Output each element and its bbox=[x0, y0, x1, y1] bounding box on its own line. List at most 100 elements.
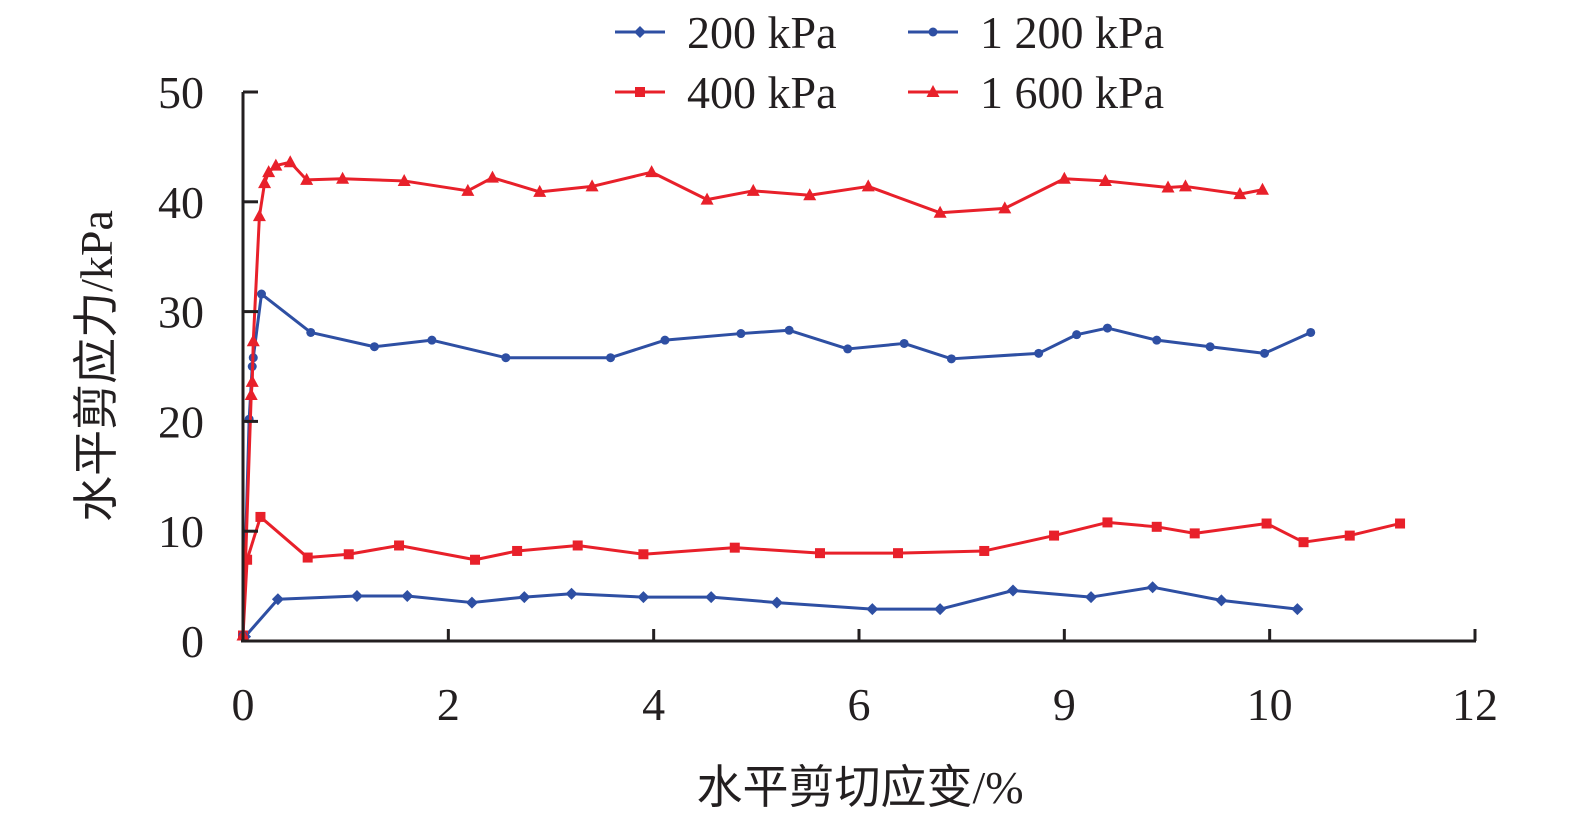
y-tick-label: 50 bbox=[158, 67, 204, 118]
x-tick-label: 2 bbox=[437, 679, 460, 730]
data-point-circle bbox=[606, 353, 616, 363]
data-point-diamond bbox=[350, 589, 363, 602]
data-point-triangle bbox=[461, 183, 475, 196]
data-point-diamond bbox=[1085, 591, 1098, 604]
data-point-square bbox=[1102, 517, 1113, 528]
legend-marker-triangle bbox=[926, 85, 940, 97]
legend-marker-square bbox=[635, 87, 645, 97]
data-point-circle bbox=[946, 354, 956, 364]
data-point-circle bbox=[256, 289, 266, 299]
data-point-circle bbox=[843, 344, 853, 354]
data-point-square bbox=[1189, 528, 1200, 539]
data-point-circle bbox=[1152, 335, 1162, 345]
data-point-square bbox=[729, 542, 740, 553]
series-200kpa bbox=[239, 581, 1304, 643]
data-point-triangle bbox=[245, 374, 259, 387]
data-point-triangle bbox=[998, 201, 1012, 214]
data-point-square bbox=[1344, 530, 1355, 541]
series-layer bbox=[236, 155, 1406, 643]
data-point-circle bbox=[736, 329, 746, 339]
x-tick-label: 0 bbox=[232, 679, 255, 730]
data-point-triangle bbox=[533, 184, 547, 197]
legend-label: 1 600 kPa bbox=[980, 67, 1164, 118]
data-point-diamond bbox=[465, 596, 478, 609]
data-point-diamond bbox=[271, 593, 284, 606]
legend-item: 1 200 kPa bbox=[908, 7, 1164, 58]
data-point-triangle bbox=[397, 173, 411, 186]
data-point-triangle bbox=[1057, 171, 1071, 184]
x-tick-label: 9 bbox=[1053, 679, 1076, 730]
series-line bbox=[241, 515, 1401, 636]
data-point-circle bbox=[660, 335, 670, 345]
data-point-triangle bbox=[244, 388, 258, 401]
legend-label: 200 kPa bbox=[687, 7, 837, 58]
data-point-diamond bbox=[1291, 603, 1304, 616]
legend-label: 1 200 kPa bbox=[980, 7, 1164, 58]
data-point-circle bbox=[1072, 330, 1082, 340]
data-point-square bbox=[242, 554, 253, 565]
data-point-circle bbox=[1260, 348, 1270, 358]
series-1600kpa bbox=[236, 155, 1269, 641]
data-point-circle bbox=[427, 335, 437, 345]
data-point-triangle bbox=[746, 183, 760, 196]
x-tick-label: 10 bbox=[1247, 679, 1293, 730]
data-point-square bbox=[343, 549, 354, 560]
data-point-triangle bbox=[252, 209, 266, 222]
data-point-triangle bbox=[262, 165, 276, 178]
data-point-triangle bbox=[1161, 180, 1175, 193]
data-point-triangle bbox=[645, 165, 659, 178]
legend-marker-diamond bbox=[634, 26, 646, 38]
data-point-triangle bbox=[246, 334, 260, 347]
ticks: 0 2 4 6 9 10 12 0 10 20 30 40 50 bbox=[158, 67, 1498, 730]
series-400kpa bbox=[238, 511, 1406, 641]
legend: 200 kPa 400 kPa 1 200 kPa 1 600 kPa bbox=[615, 7, 1164, 118]
data-point-triangle bbox=[1178, 179, 1192, 192]
data-point-square bbox=[893, 548, 904, 559]
data-point-triangle bbox=[283, 155, 297, 168]
series-line bbox=[241, 160, 1263, 636]
data-point-circle bbox=[784, 325, 794, 335]
data-point-square bbox=[814, 548, 825, 559]
legend-label: 400 kPa bbox=[687, 67, 837, 118]
data-point-circle bbox=[1102, 323, 1112, 333]
data-point-triangle bbox=[1098, 173, 1112, 186]
data-point-triangle bbox=[803, 188, 817, 201]
data-point-square bbox=[1151, 521, 1162, 532]
data-point-diamond bbox=[705, 591, 718, 604]
x-tick-label: 12 bbox=[1452, 679, 1498, 730]
data-point-circle bbox=[1306, 327, 1316, 337]
data-point-square bbox=[1261, 518, 1272, 529]
data-point-triangle bbox=[485, 170, 499, 183]
data-point-square bbox=[255, 511, 266, 522]
data-point-triangle bbox=[300, 172, 314, 185]
data-point-triangle bbox=[258, 176, 272, 189]
data-point-diamond bbox=[770, 596, 783, 609]
axes bbox=[241, 92, 1476, 643]
y-tick-label: 30 bbox=[158, 287, 204, 338]
data-point-diamond bbox=[934, 603, 947, 616]
data-point-diamond bbox=[518, 591, 531, 604]
data-point-diamond bbox=[1007, 584, 1019, 597]
data-point-triangle bbox=[336, 171, 350, 184]
y-tick-label: 10 bbox=[158, 506, 204, 557]
data-point-diamond bbox=[401, 589, 414, 602]
y-tick-label: 0 bbox=[181, 616, 204, 667]
data-point-triangle bbox=[1255, 182, 1269, 195]
data-point-triangle bbox=[700, 192, 714, 205]
data-point-diamond bbox=[866, 603, 879, 616]
data-point-triangle bbox=[585, 179, 599, 192]
y-axis-label: 水平剪应力/kPa bbox=[71, 210, 122, 522]
data-point-circle bbox=[501, 353, 511, 363]
data-point-circle bbox=[369, 342, 379, 352]
legend-item: 1 600 kPa bbox=[908, 67, 1164, 118]
y-tick-label: 20 bbox=[158, 396, 204, 447]
x-tick-label: 6 bbox=[848, 679, 871, 730]
data-point-square bbox=[302, 552, 313, 563]
data-point-circle bbox=[1034, 348, 1044, 358]
data-point-circle bbox=[1205, 342, 1215, 352]
data-point-diamond bbox=[1215, 594, 1228, 607]
data-point-square bbox=[470, 554, 481, 565]
data-point-triangle bbox=[933, 205, 947, 218]
data-point-square bbox=[394, 540, 405, 551]
